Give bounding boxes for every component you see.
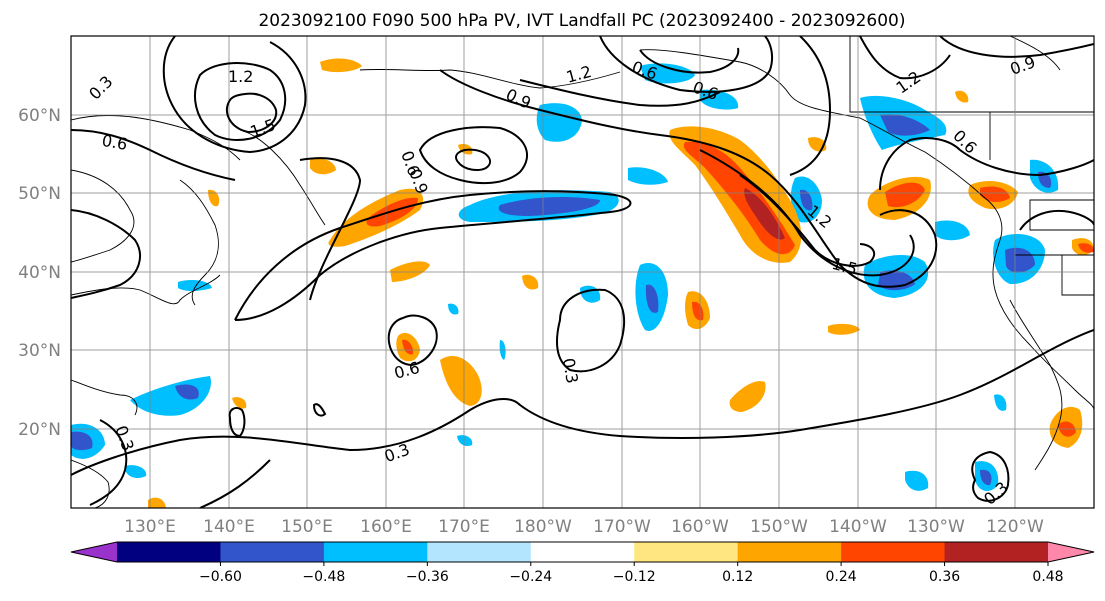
colorbar-tick-label: −0.24 bbox=[509, 569, 552, 585]
colorbar-segment bbox=[737, 542, 842, 562]
lon-label: 150°W bbox=[750, 517, 808, 537]
neg-anomaly-core bbox=[645, 284, 659, 313]
lon-label: 140°W bbox=[829, 517, 887, 537]
neg-anomaly-core bbox=[71, 431, 93, 451]
gridlines bbox=[71, 36, 1094, 508]
pos-anomaly-region bbox=[320, 58, 362, 73]
longitude-labels: 130°E 140°E 150°E 160°E 170°E 180°W 170°… bbox=[124, 517, 1044, 537]
pos-anomaly-region bbox=[955, 90, 969, 103]
neg-anomaly-core bbox=[880, 114, 930, 136]
neg-anomaly-core bbox=[980, 469, 992, 486]
colorbar-segment bbox=[117, 542, 221, 562]
neg-anomaly-region bbox=[125, 465, 147, 478]
neg-anomaly-core bbox=[1005, 247, 1035, 273]
pos-anomaly-core bbox=[885, 182, 925, 208]
lat-label: 20°N bbox=[18, 420, 61, 440]
pos-anomaly-core bbox=[402, 339, 414, 355]
colorbar-segment bbox=[634, 542, 739, 562]
ivt-contours bbox=[71, 36, 1094, 508]
pos-anomaly-dark bbox=[744, 188, 785, 240]
contour-label: 0.3 bbox=[559, 357, 582, 385]
colorbar-segment bbox=[944, 542, 1049, 562]
map-frame bbox=[70, 35, 1095, 509]
neg-anomaly-region bbox=[935, 220, 970, 241]
neg-anomaly-region bbox=[640, 63, 695, 84]
colorbar-tick-label: 0.12 bbox=[722, 569, 753, 585]
colorbar-segment bbox=[530, 542, 635, 562]
map-panel: 0.3 1.2 1.5 0.6 1.2 0.9 0.6 0.9 0.6 1.2 … bbox=[70, 35, 1095, 509]
neg-anomaly-region bbox=[700, 89, 739, 110]
colorbar-segment bbox=[427, 542, 532, 562]
neg-anomaly-region bbox=[448, 303, 459, 315]
lon-label: 160°E bbox=[360, 517, 412, 537]
pos-anomaly-core bbox=[980, 186, 1010, 202]
neg-anomaly-region bbox=[178, 280, 212, 291]
colorbar-segment bbox=[323, 542, 428, 562]
colorbar-segment bbox=[841, 542, 946, 562]
lon-label: 180°W bbox=[514, 517, 572, 537]
colorbar-extend-max bbox=[1048, 542, 1094, 562]
neg-anomaly-region bbox=[628, 167, 668, 185]
contour-label: 1.2 bbox=[228, 67, 253, 86]
neg-anomaly-core bbox=[498, 197, 600, 216]
pv-shading bbox=[71, 58, 1094, 508]
pos-anomaly-region bbox=[232, 397, 247, 409]
lon-label: 170°E bbox=[438, 517, 490, 537]
lon-label: 140°E bbox=[203, 517, 255, 537]
lat-label: 50°N bbox=[18, 184, 61, 204]
pos-anomaly-core bbox=[692, 301, 704, 321]
lon-label: 160°W bbox=[671, 517, 729, 537]
contour-label: 0.6 bbox=[100, 131, 128, 154]
pos-anomaly-core bbox=[1078, 243, 1094, 253]
latitude-labels: 60°N 50°N 40°N 30°N 20°N bbox=[18, 106, 61, 440]
neg-anomaly-region bbox=[994, 394, 1007, 411]
pos-anomaly-region bbox=[828, 323, 860, 335]
lat-label: 40°N bbox=[18, 263, 61, 283]
lon-label: 120°W bbox=[986, 517, 1044, 537]
pos-anomaly-region bbox=[440, 355, 482, 406]
lon-label: 150°E bbox=[281, 517, 333, 537]
lon-label: 130°W bbox=[907, 517, 965, 537]
colorbar-tick-label: 0.36 bbox=[929, 569, 960, 585]
colorbar-segment bbox=[220, 542, 325, 562]
colorbar-extend-min bbox=[71, 542, 117, 562]
lat-label: 60°N bbox=[18, 106, 61, 126]
neg-anomaly-core bbox=[175, 384, 199, 400]
colorbar-tick-label: −0.48 bbox=[302, 569, 345, 585]
neg-anomaly-core bbox=[800, 189, 813, 211]
colorbar-outline bbox=[70, 541, 1095, 563]
neg-anomaly-region bbox=[905, 470, 929, 491]
lat-label: 30°N bbox=[18, 341, 61, 361]
colorbar-tick-label: −0.60 bbox=[199, 569, 242, 585]
colorbar-tick-label: −0.12 bbox=[613, 569, 656, 585]
pos-anomaly-region bbox=[310, 158, 336, 175]
pos-anomaly-region bbox=[729, 381, 766, 412]
neg-anomaly-region bbox=[457, 435, 473, 446]
pos-anomaly-region bbox=[208, 189, 220, 207]
colorbar: −0.60 −0.48 −0.36 −0.24 −0.12 0.12 0.24 0.36 0.4… bbox=[70, 541, 1095, 585]
pos-anomaly-region bbox=[522, 274, 539, 290]
map-title: 2023092100 F090 500 hPa PV, IVT Landfall… bbox=[258, 11, 905, 31]
lon-label: 170°W bbox=[593, 517, 651, 537]
colorbar-tick-label: 0.48 bbox=[1032, 569, 1063, 585]
pos-anomaly-region bbox=[148, 497, 166, 508]
lon-label: 130°E bbox=[124, 517, 176, 537]
colorbar-tick-label: −0.36 bbox=[406, 569, 449, 585]
colorbar-tick-label: 0.24 bbox=[826, 569, 857, 585]
